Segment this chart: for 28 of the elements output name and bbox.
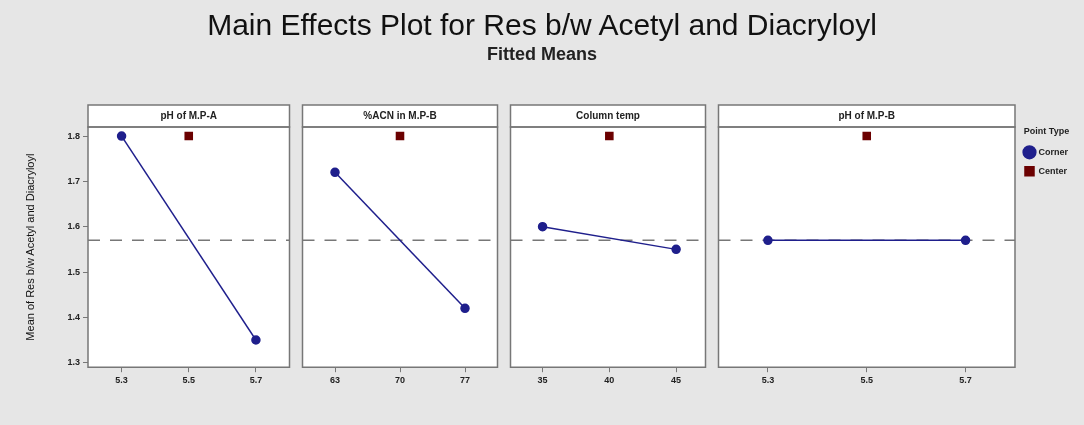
x-tick-label: 45: [671, 375, 682, 386]
x-tick-label: 40: [604, 375, 615, 386]
x-tick-label: 63: [329, 375, 341, 386]
y-tick-label: 1.6: [67, 221, 80, 232]
text: Fitted Means: [486, 44, 598, 65]
y-tick-label: 1.3: [67, 357, 80, 368]
legend-title: Point Type: [1023, 125, 1070, 136]
x-tick-label: 5.7: [959, 375, 972, 386]
y-axis-title: Mean of Res b/w Acetyl and Diacryloyl: [23, 153, 36, 341]
x-tick-label: 35: [537, 375, 548, 386]
chart-title: %ACN in M.P-B: [363, 109, 437, 121]
y-tick-label: 1.8: [67, 130, 80, 141]
y-tick-label: 1.4: [67, 311, 80, 322]
y-tick-label: 1.7: [67, 175, 80, 186]
chart-title: pH of M.P-B: [838, 109, 896, 121]
chart-title: Column temp: [576, 109, 640, 121]
x-tick-label: 5.5: [182, 375, 196, 386]
x-tick-label: 5.5: [860, 375, 874, 386]
legend-label: Center: [1038, 165, 1068, 176]
x-tick-label: 5.3: [115, 375, 128, 386]
text: Main Effects Plot for Res b/w Acetyl and Diacryloyl: [206, 8, 878, 42]
x-tick-label: 77: [459, 375, 471, 386]
x-tick-label: 5.7: [249, 375, 263, 386]
x-tick-label: 5.3: [761, 375, 775, 386]
y-tick-label: 1.5: [67, 266, 80, 277]
legend-label: Corner: [1038, 146, 1069, 157]
x-tick-label: 70: [394, 375, 406, 386]
chart-title: pH of M.P-A: [160, 109, 218, 121]
